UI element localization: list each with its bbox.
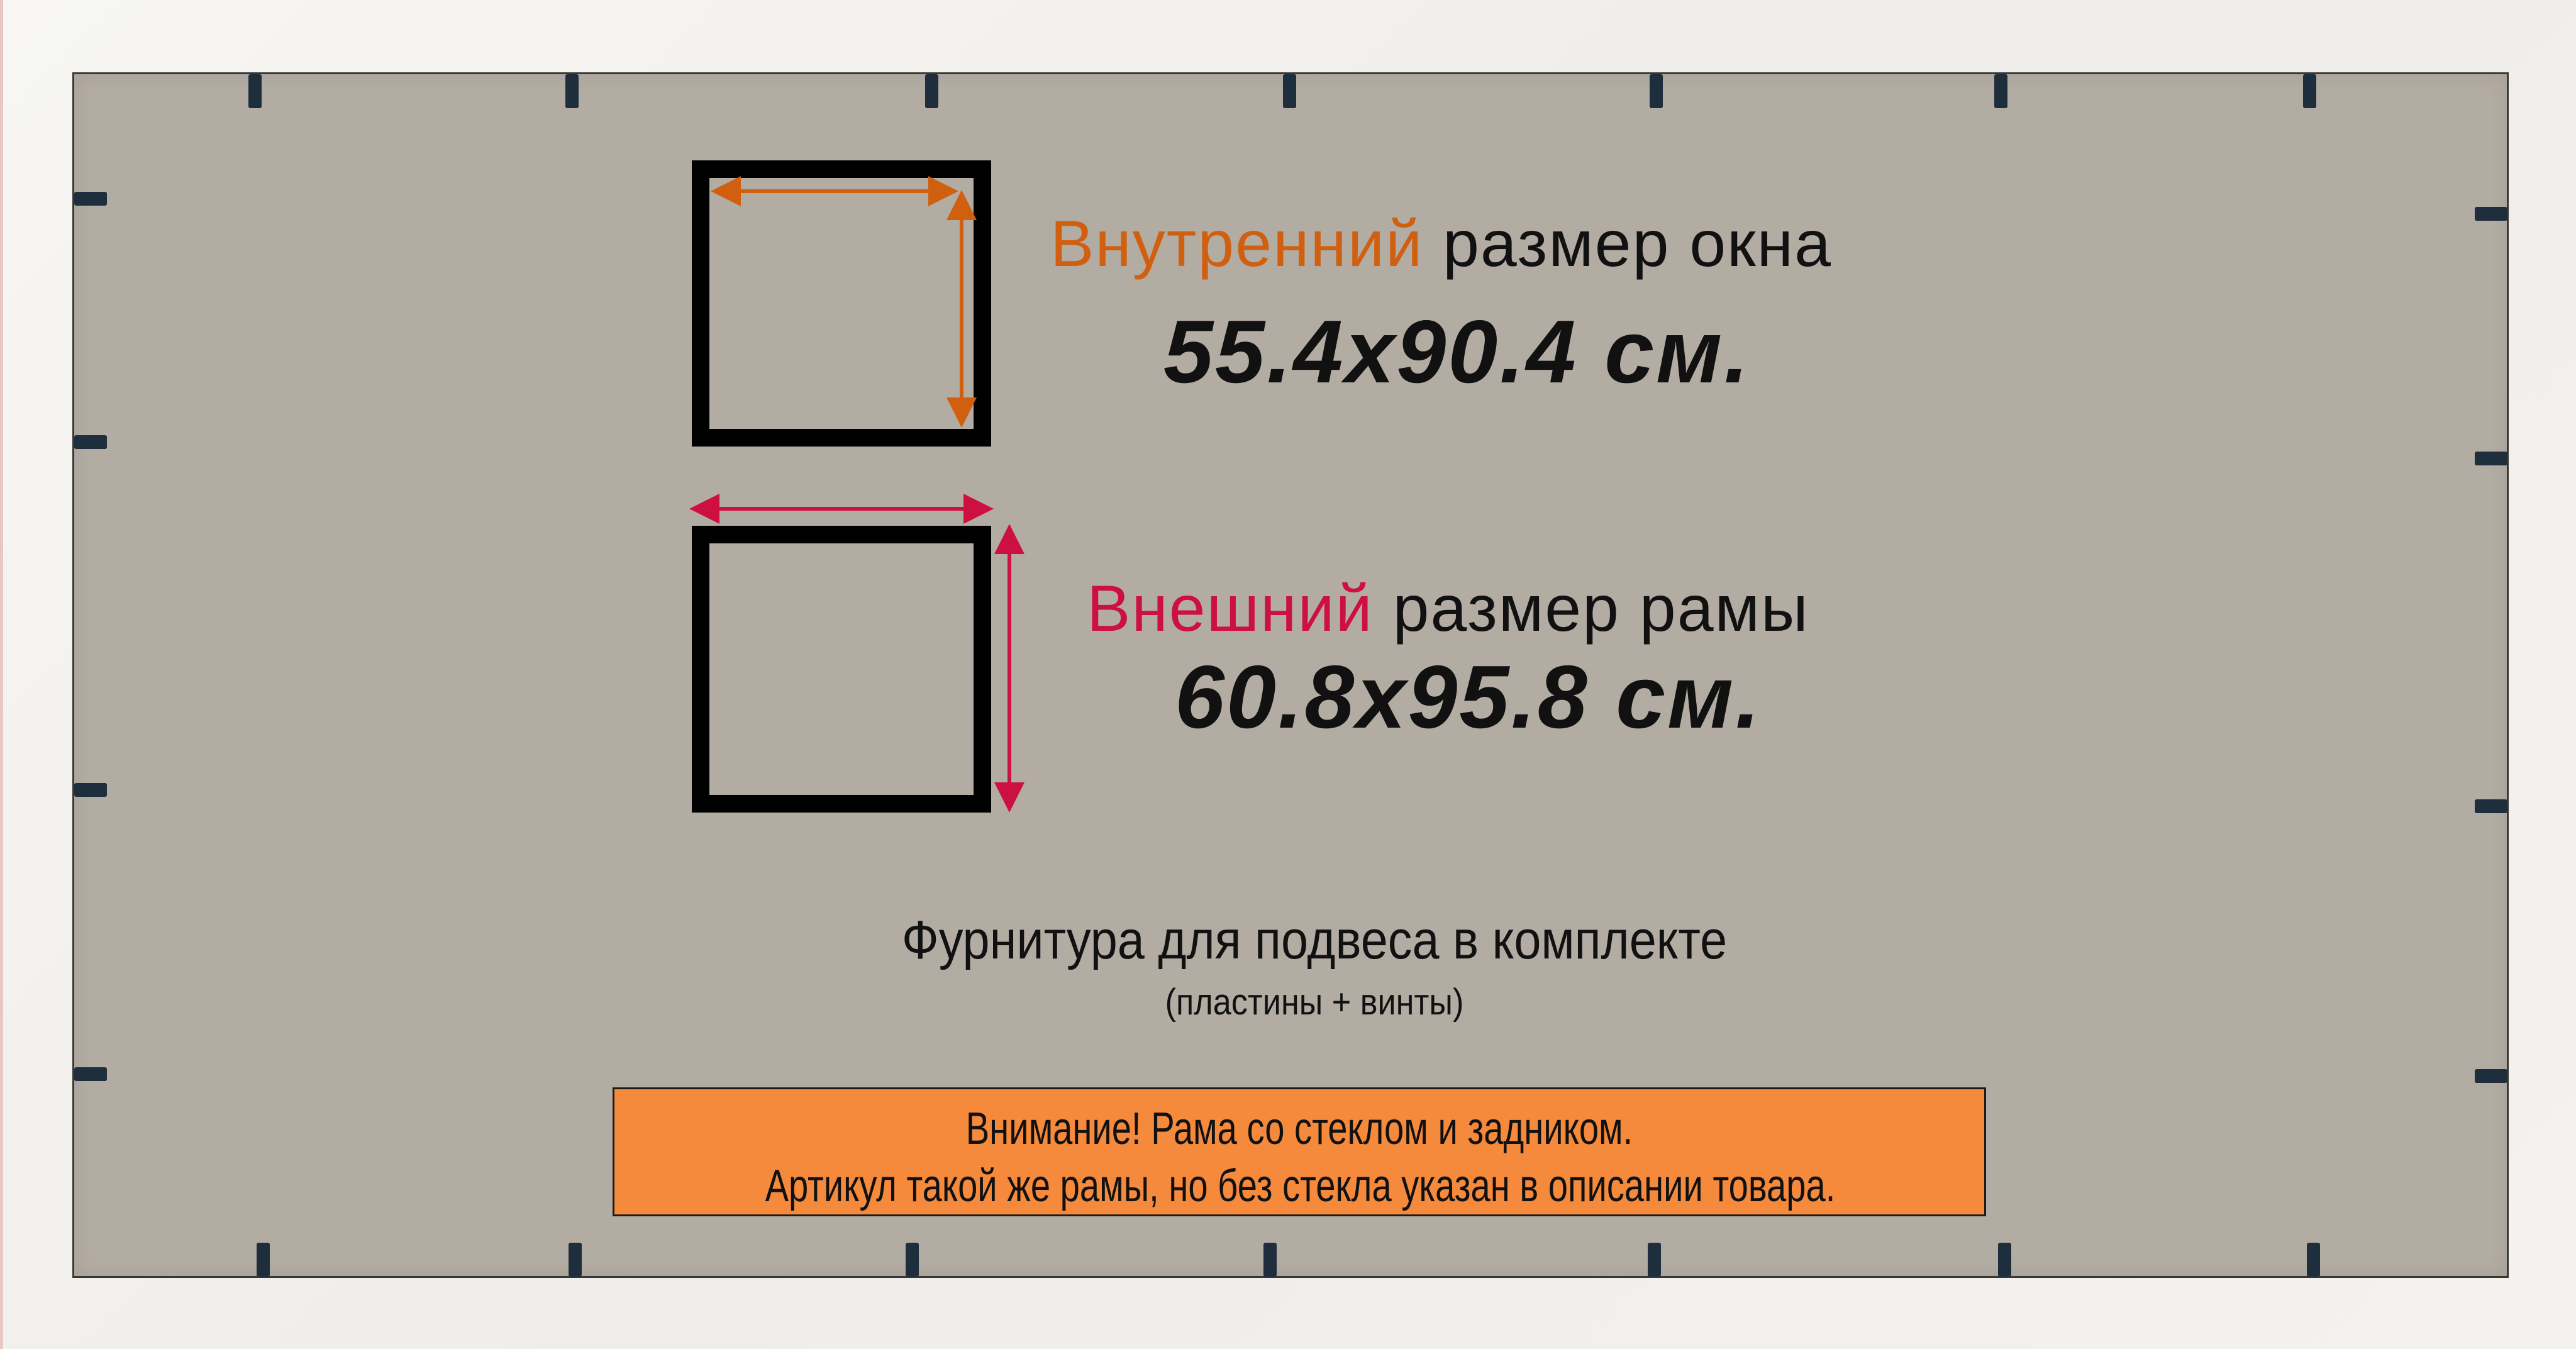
warning-banner: Внимание! Рама со стеклом и задником. Ар… [613,1087,1986,1216]
warning-line-1: Внимание! Рама со стеклом и задником. [965,1104,1633,1154]
retaining-clip [1994,74,2007,108]
retaining-clip [1998,1243,2011,1277]
warning-line-2: Артикул такой же рамы, но без стекла ука… [765,1161,1836,1211]
retaining-clip [2307,1243,2320,1277]
frame-edge [0,0,3,1349]
inner-size-label: Внутренний размер окна [1050,207,1832,282]
hardware-note: Фурнитура для подвеса в комплекте [901,910,1728,970]
retaining-clip [2475,207,2507,221]
backing-board [72,72,2509,1278]
retaining-clip [925,74,938,108]
retaining-clip [565,74,579,108]
outer-size-label-highlight: Внешний [1087,572,1374,645]
hardware-subnote: (пластины + винты) [1165,982,1464,1023]
retaining-clip [2303,74,2316,108]
retaining-clip [1283,74,1296,108]
retaining-clip [248,74,262,108]
inner-size-label-highlight: Внутренний [1050,208,1424,280]
retaining-clip [2475,1069,2507,1083]
retaining-clip [1263,1243,1277,1277]
retaining-clip [2475,799,2507,813]
retaining-clip [74,783,107,797]
retaining-clip [906,1243,919,1277]
retaining-clip [2475,452,2507,465]
inner-size-label-rest: размер окна [1423,208,1832,280]
outer-size-label: Внешний размер рамы [1087,572,1809,647]
inner-size-value: 55.4x90.4 см. [1163,302,1751,402]
outer-size-value: 60.8x95.8 см. [1175,647,1762,747]
outer-size-frame-icon [692,526,991,813]
outer-size-label-rest: размер рамы [1373,572,1809,645]
retaining-clip [569,1243,582,1277]
retaining-clip [1650,74,1663,108]
retaining-clip [74,435,107,449]
retaining-clip [74,192,107,206]
retaining-clip [1648,1243,1661,1277]
retaining-clip [74,1067,107,1081]
retaining-clip [257,1243,270,1277]
